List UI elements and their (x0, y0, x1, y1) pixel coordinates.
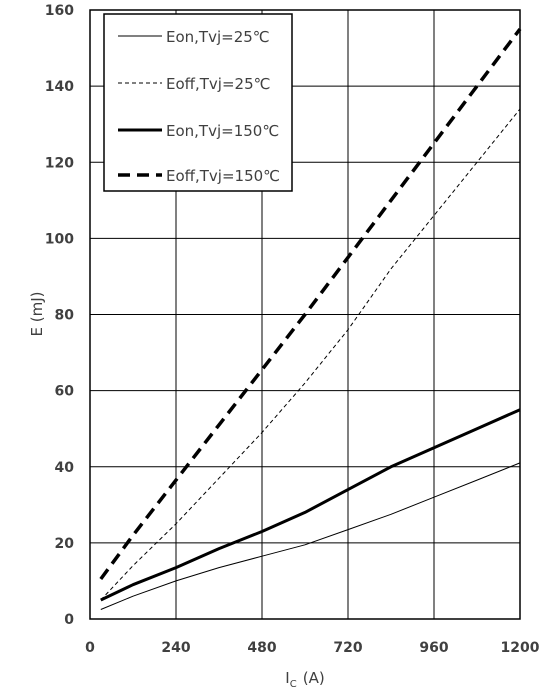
legend-label-4: Eoff,Tvj=150℃ (166, 167, 280, 185)
series-lines (99, 27, 522, 610)
x-axis-label: IC (A) (285, 669, 324, 690)
legend-label-3: Eon,Tvj=150℃ (166, 122, 279, 140)
x-axis-label-subscript: C (290, 679, 297, 690)
series-line-3 (100, 408, 521, 602)
series-line-4 (99, 27, 522, 581)
y-tick-label: 80 (55, 308, 75, 324)
y-tick-labels: 0 20 40 60 80 100 120 140 160 (45, 3, 74, 628)
y-tick-label: 120 (45, 155, 74, 171)
y-tick-label: 140 (45, 79, 74, 95)
x-tick-label: 960 (419, 640, 448, 656)
x-tick-label: 240 (161, 640, 190, 656)
series-line-2 (100, 108, 521, 601)
y-tick-label: 60 (55, 384, 75, 400)
x-tick-label: 1200 (501, 640, 540, 656)
plot-frame (89, 9, 521, 620)
y-tick-label: 100 (45, 231, 74, 247)
legend-label-2: Eoff,Tvj=25℃ (166, 75, 270, 93)
y-axis-label: E (mJ) (28, 292, 46, 337)
series-line-1 (100, 462, 521, 610)
y-tick-label: 20 (55, 536, 75, 552)
y-tick-label: 40 (55, 460, 75, 476)
legend-label-1: Eon,Tvj=25℃ (166, 28, 270, 46)
y-tick-label: 160 (45, 3, 74, 19)
y-tick-label: 0 (64, 612, 74, 628)
x-axis-label-main: I (285, 669, 289, 687)
legend: Eon,Tvj=25℃ Eoff,Tvj=25℃ Eon,Tvj=150℃ Eoff,… (103, 13, 293, 192)
x-tick-labels: 0 240 480 720 960 1200 (85, 640, 540, 656)
x-axis-label-unit: (A) (303, 669, 325, 687)
x-tick-label: 720 (333, 640, 362, 656)
x-tick-label: 480 (247, 640, 276, 656)
x-tick-label: 0 (85, 640, 95, 656)
legend-box (103, 13, 293, 192)
